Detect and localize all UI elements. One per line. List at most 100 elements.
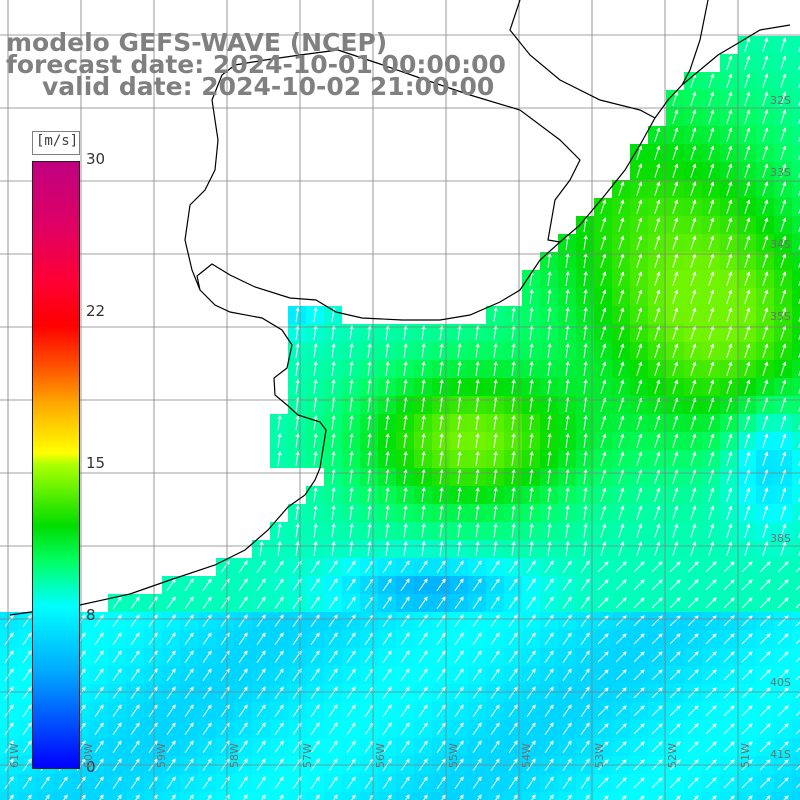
wind-vector-arrow [562, 632, 572, 646]
wind-vector-arrow [562, 614, 572, 628]
wind-vector-arrow [457, 505, 462, 521]
wind-vector-arrow [405, 794, 410, 800]
wind-vector-arrow [741, 705, 753, 717]
wind-vector-arrow [726, 55, 733, 70]
wind-speed-cell [54, 792, 72, 800]
wind-vector-arrow [654, 163, 661, 178]
wind-vector-arrow [600, 235, 607, 250]
wind-vector-arrow [382, 614, 392, 628]
wind-vector-arrow [421, 415, 426, 431]
wind-vector-arrow [439, 487, 444, 503]
wind-vector-arrow [672, 199, 679, 214]
wind-vector-arrow [597, 723, 609, 735]
wind-vector-arrow [705, 579, 717, 591]
wind-vector-arrow [421, 325, 426, 341]
wind-speed-cell [630, 792, 648, 800]
wind-speed-cell [792, 468, 800, 486]
wind-speed-cell [522, 792, 540, 800]
wind-vector-arrow [511, 505, 516, 521]
wind-vector-arrow [346, 722, 356, 736]
wind-vector-arrow [166, 686, 176, 700]
wind-vector-arrow [508, 614, 518, 628]
wind-vector-arrow [112, 704, 122, 718]
wind-vector-arrow [780, 343, 787, 358]
wind-vector-arrow [651, 651, 663, 663]
wind-vector-arrow [636, 199, 643, 214]
lon-label: 53W [593, 743, 606, 768]
wind-vector-arrow [744, 271, 751, 286]
wind-vector-arrow [526, 722, 536, 736]
wind-vector-arrow [94, 740, 104, 754]
wind-vector-arrow [759, 741, 771, 753]
colorbar-tick-8: 8 [86, 606, 96, 624]
wind-vector-arrow [130, 650, 140, 664]
wind-vector-arrow [783, 795, 789, 800]
wind-vector-arrow [633, 579, 645, 591]
wind-vector-arrow [457, 523, 462, 539]
wind-speed-cell [612, 792, 630, 800]
wind-vector-arrow [633, 687, 645, 699]
wind-vector-arrow [439, 541, 444, 557]
wind-vector-arrow [615, 687, 627, 699]
wind-vector-arrow [202, 650, 212, 664]
wind-speed-cell [180, 792, 198, 800]
wind-vector-arrow [508, 578, 518, 592]
wind-vector-arrow [547, 361, 552, 377]
wind-vector-arrow [439, 451, 444, 467]
wind-vector-arrow [511, 541, 516, 557]
wind-vector-arrow [472, 632, 482, 646]
wind-vector-arrow [687, 561, 699, 573]
wind-vector-arrow [328, 740, 338, 754]
wind-vector-arrow [547, 271, 552, 287]
wind-vector-arrow [603, 795, 609, 800]
wind-vector-arrow [238, 776, 248, 790]
wind-vector-arrow [654, 271, 661, 286]
wind-vector-arrow [238, 560, 248, 574]
wind-vector-arrow [654, 451, 661, 466]
wind-vector-arrow [651, 579, 663, 591]
wind-vector-arrow [295, 361, 300, 377]
wind-vector-arrow [636, 433, 643, 448]
wind-vector-arrow [238, 650, 248, 664]
wind-vector-arrow [669, 615, 681, 627]
wind-vector-arrow [454, 614, 464, 628]
lon-label: 58W [228, 743, 241, 768]
wind-vector-arrow [687, 615, 699, 627]
wind-vector-arrow [583, 487, 588, 503]
wind-vector-arrow [475, 415, 480, 431]
wind-vector-arrow [547, 343, 552, 359]
wind-speed-cell [792, 738, 800, 756]
wind-vector-arrow [651, 669, 663, 681]
wind-vector-arrow [256, 614, 266, 628]
wind-vector-arrow [672, 487, 679, 502]
wind-vector-arrow [708, 415, 715, 430]
wind-speed-cell [162, 792, 180, 800]
wind-vector-arrow [654, 487, 661, 502]
wind-vector-arrow [547, 451, 552, 467]
wind-vector-arrow [475, 487, 480, 503]
wind-vector-arrow [403, 433, 408, 449]
wind-vector-arrow [349, 379, 354, 395]
wind-vector-arrow [780, 235, 787, 250]
wind-vector-arrow [403, 415, 408, 431]
wind-vector-arrow [583, 307, 588, 323]
wind-vector-arrow [777, 741, 789, 753]
wind-vector-arrow [382, 668, 392, 682]
wind-vector-arrow [256, 776, 266, 790]
wind-vector-arrow [780, 505, 787, 520]
wind-vector-arrow [346, 686, 356, 700]
wind-vector-arrow [526, 740, 536, 754]
wind-vector-arrow [130, 776, 140, 790]
wind-vector-arrow [780, 217, 787, 232]
wind-vector-arrow [385, 361, 390, 377]
wind-vector-arrow [633, 705, 645, 717]
wind-vector-arrow [385, 325, 390, 341]
wind-vector-arrow [508, 686, 518, 700]
wind-vector-arrow [4, 686, 14, 700]
wind-vector-arrow [705, 669, 717, 681]
wind-vector-arrow [759, 615, 771, 627]
wind-vector-arrow [651, 597, 663, 609]
wind-vector-arrow [762, 235, 769, 250]
wind-vector-arrow [777, 633, 789, 645]
wind-vector-arrow [346, 776, 356, 790]
